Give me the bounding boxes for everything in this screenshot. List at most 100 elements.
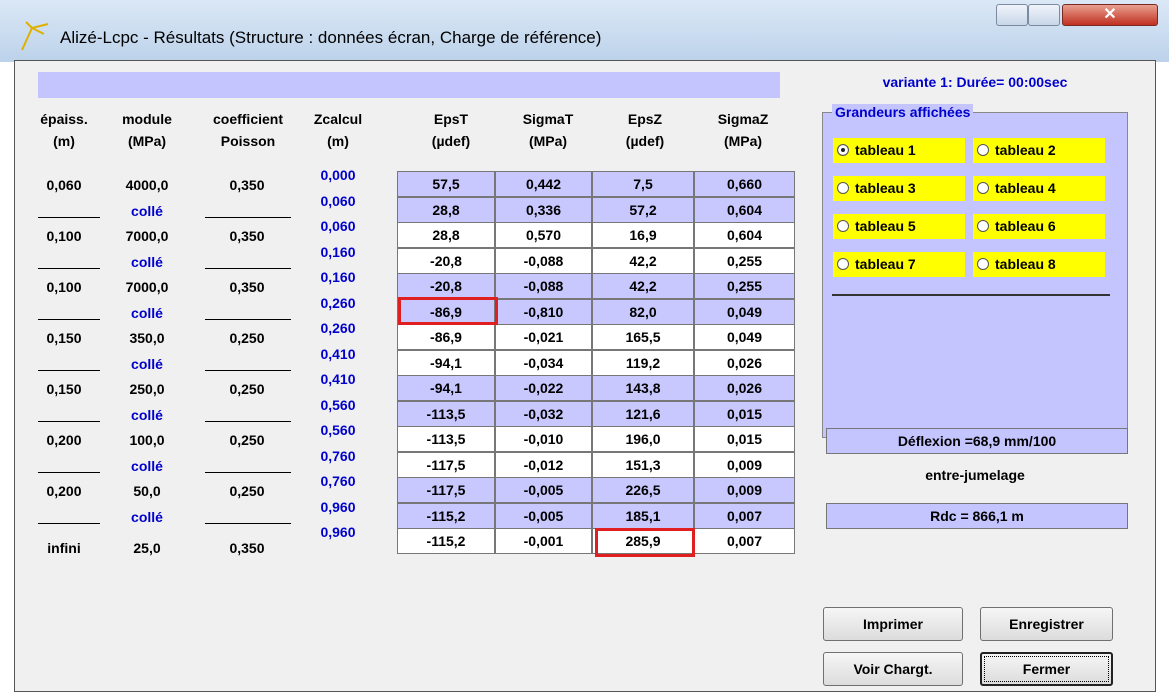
result-cell: 0,009 — [694, 452, 795, 478]
column-header: (m) — [288, 133, 388, 149]
result-cell: 57,2 — [592, 197, 694, 223]
radio-circle[interactable] — [977, 182, 989, 194]
layer-separator — [205, 217, 291, 218]
layer-thickness: 0,150 — [34, 381, 94, 397]
minimize-button[interactable] — [996, 4, 1028, 26]
result-cell: -20,8 — [397, 273, 495, 299]
result-cell: -0,010 — [495, 426, 592, 452]
radio-label[interactable]: tableau 7 — [855, 256, 916, 272]
z-value: 0,960 — [300, 524, 376, 540]
radio-circle[interactable] — [837, 258, 849, 270]
z-value: 0,000 — [300, 167, 376, 183]
radio-circle[interactable] — [977, 220, 989, 232]
result-cell: -0,088 — [495, 248, 592, 274]
column-header: SigmaZ — [693, 111, 793, 127]
layer-modulus: 350,0 — [112, 330, 182, 346]
button[interactable]: Voir Chargt. — [823, 652, 963, 686]
layer-separator — [205, 319, 291, 320]
maximize-button[interactable] — [1028, 4, 1060, 26]
z-value: 0,760 — [300, 448, 376, 464]
layer-interface: collé — [112, 458, 182, 474]
layer-interface: collé — [112, 407, 182, 423]
result-cell: -0,088 — [495, 273, 592, 299]
radio-circle[interactable] — [977, 258, 989, 270]
result-cell: 0,442 — [495, 171, 592, 197]
radio-circle[interactable] — [977, 144, 989, 156]
result-cell: 0,026 — [694, 375, 795, 401]
result-cell: -115,2 — [397, 528, 495, 554]
button[interactable]: Imprimer — [823, 607, 963, 641]
window-title: Alizé-Lcpc - Résultats (Structure : donn… — [60, 28, 601, 48]
variant-label: variante 1: Durée= 00:00sec — [822, 74, 1128, 90]
button[interactable]: Fermer — [980, 652, 1113, 686]
layer-separator — [205, 421, 291, 422]
column-header: (µdef) — [401, 133, 501, 149]
result-cell: 0,007 — [694, 528, 795, 554]
column-header: module — [97, 111, 197, 127]
result-cell: -0,022 — [495, 375, 592, 401]
layer-poisson: 0,250 — [212, 432, 282, 448]
result-cell: -0,032 — [495, 401, 592, 427]
result-cell: 0,049 — [694, 299, 795, 325]
layer-poisson: 0,250 — [212, 330, 282, 346]
highlight — [398, 297, 498, 325]
result-cell: 0,009 — [694, 477, 795, 503]
result-cell: 0,336 — [495, 197, 592, 223]
z-value: 0,560 — [300, 397, 376, 413]
result-cell: 0,026 — [694, 350, 795, 376]
radio-label[interactable]: tableau 6 — [995, 218, 1056, 234]
z-value: 0,410 — [300, 371, 376, 387]
layer-separator — [205, 523, 291, 524]
layer-thickness: 0,100 — [34, 228, 94, 244]
close-button[interactable]: ✕ — [1062, 4, 1158, 26]
layer-separator — [38, 217, 100, 218]
layer-thickness: infini — [34, 540, 94, 556]
z-value: 0,060 — [300, 218, 376, 234]
radio-circle[interactable] — [837, 144, 849, 156]
header-bar — [38, 72, 780, 98]
layer-separator — [205, 370, 291, 371]
result-cell: -0,021 — [495, 324, 592, 350]
result-cell: 82,0 — [592, 299, 694, 325]
result-cell: -94,1 — [397, 375, 495, 401]
result-cell: 0,604 — [694, 197, 795, 223]
result-cell: 165,5 — [592, 324, 694, 350]
result-cell: -113,5 — [397, 426, 495, 452]
result-cell: -115,2 — [397, 503, 495, 529]
z-value: 0,760 — [300, 473, 376, 489]
layer-thickness: 0,150 — [34, 330, 94, 346]
result-cell: 0,604 — [694, 222, 795, 248]
layer-interface: collé — [112, 203, 182, 219]
rdc-box: Rdc = 866,1 m — [826, 503, 1128, 529]
radio-label[interactable]: tableau 4 — [995, 180, 1056, 196]
radio-label[interactable]: tableau 2 — [995, 142, 1056, 158]
button[interactable]: Enregistrer — [980, 607, 1113, 641]
result-cell: 7,5 — [592, 171, 694, 197]
z-value: 0,260 — [300, 320, 376, 336]
radio-label[interactable]: tableau 1 — [855, 142, 916, 158]
app-icon — [18, 20, 52, 54]
result-cell: 42,2 — [592, 273, 694, 299]
layer-separator — [38, 268, 100, 269]
layer-separator — [38, 472, 100, 473]
result-cell: 0,660 — [694, 171, 795, 197]
result-cell: 28,8 — [397, 222, 495, 248]
layer-thickness: 0,100 — [34, 279, 94, 295]
layer-interface: collé — [112, 305, 182, 321]
radio-label[interactable]: tableau 8 — [995, 256, 1056, 272]
separator — [832, 294, 1110, 296]
radio-circle[interactable] — [837, 220, 849, 232]
result-cell: 0,015 — [694, 426, 795, 452]
layer-modulus: 250,0 — [112, 381, 182, 397]
layer-thickness: 0,200 — [34, 483, 94, 499]
group-title: Grandeurs affichées — [832, 104, 973, 120]
column-header: (MPa) — [498, 133, 598, 149]
radio-circle[interactable] — [837, 182, 849, 194]
radio-label[interactable]: tableau 5 — [855, 218, 916, 234]
result-cell: 185,1 — [592, 503, 694, 529]
result-cell: -20,8 — [397, 248, 495, 274]
radio-label[interactable]: tableau 3 — [855, 180, 916, 196]
layer-separator — [38, 319, 100, 320]
column-header: Poisson — [198, 133, 298, 149]
result-cell: 0,255 — [694, 248, 795, 274]
